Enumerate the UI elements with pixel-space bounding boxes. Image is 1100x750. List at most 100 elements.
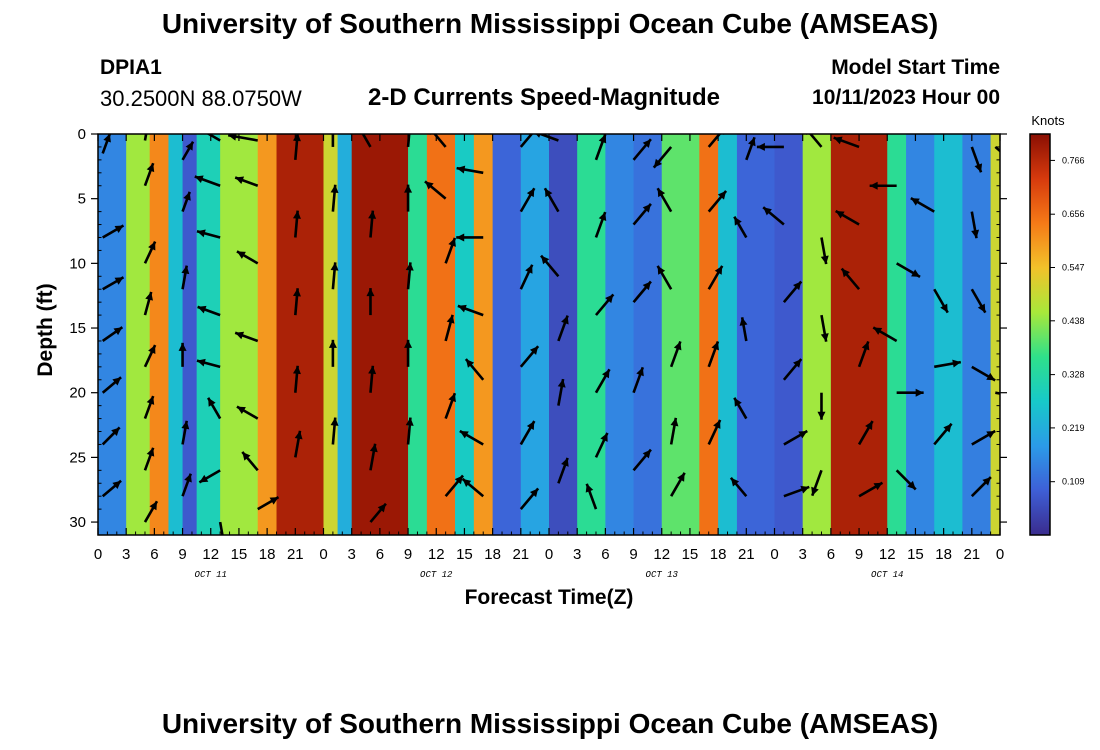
current-vector-90	[632, 366, 645, 394]
current-vector-7	[143, 114, 152, 141]
current-vector-52	[406, 134, 411, 148]
current-vector-91	[632, 448, 652, 472]
vector-shaft	[808, 134, 823, 148]
vector-shaft	[361, 134, 372, 148]
vector-head	[405, 262, 414, 271]
vector-head	[739, 317, 748, 326]
day-label: OCT 11	[195, 570, 227, 580]
current-vector-89	[632, 280, 652, 303]
speed-band-30	[906, 134, 935, 535]
current-vector-77	[540, 254, 560, 278]
vector-head	[793, 359, 802, 368]
speed-band-14	[455, 134, 475, 535]
x-tick-label: 0	[996, 546, 1004, 563]
vector-head	[368, 210, 377, 219]
speed-band-15	[473, 134, 494, 535]
vector-head	[841, 268, 850, 278]
vector-head	[711, 341, 719, 351]
current-vector-13	[143, 447, 155, 471]
current-vector-62	[444, 474, 464, 498]
vector-head	[598, 212, 607, 221]
x-tick-label: 15	[456, 546, 473, 563]
vector-head	[369, 443, 378, 453]
colorbar	[1029, 133, 1051, 536]
vector-head	[366, 288, 375, 297]
vector-head	[557, 379, 566, 388]
vector-head	[526, 188, 535, 198]
current-vector-15	[181, 141, 195, 161]
current-vector-80	[557, 457, 569, 484]
current-vector-74	[519, 487, 540, 510]
current-vector-17	[181, 265, 190, 290]
speed-band-7	[257, 134, 278, 535]
vector-head	[194, 175, 204, 184]
speed-band-33	[990, 134, 1000, 535]
vector-head	[405, 417, 414, 426]
current-vector-8	[143, 162, 155, 187]
current-vector-118	[811, 469, 823, 497]
vector-head	[144, 114, 152, 123]
x-tick-label: 6	[827, 546, 835, 563]
vector-head	[148, 345, 156, 355]
x-tick-label: 21	[287, 546, 304, 563]
speed-band-26	[774, 134, 804, 535]
vector-head	[328, 339, 337, 348]
current-vector-63	[456, 165, 484, 175]
current-vector-111	[782, 358, 803, 381]
colorbar-unit: Knots	[1031, 113, 1065, 128]
vector-head	[112, 377, 122, 386]
x-tick-label: 9	[178, 546, 186, 563]
vector-head	[910, 198, 920, 206]
vector-head	[292, 210, 301, 219]
current-vector-78	[557, 315, 569, 342]
vector-head	[986, 430, 996, 439]
speed-band-23	[699, 134, 719, 535]
speed-band-20	[605, 134, 635, 535]
y-tick-label: 0	[78, 126, 86, 143]
vector-head	[977, 303, 986, 313]
current-vector-40	[294, 430, 303, 458]
vector-head	[196, 358, 206, 367]
current-vector-83	[594, 293, 615, 316]
vector-head	[642, 449, 651, 459]
current-vector-116	[820, 314, 829, 342]
vector-head	[756, 142, 765, 151]
current-vector-6	[101, 479, 122, 498]
speed-band-1	[126, 134, 151, 535]
current-vector-96	[669, 417, 679, 445]
vector-head	[197, 305, 207, 314]
current-vector-0	[101, 134, 112, 154]
vector-shaft	[433, 134, 447, 148]
axes: 0 3 6 9 12 15 18 21 0 3 6 9 12 15 18 21 0 3 6 9 12 15 18 21 0 3 6 9…	[69, 126, 1007, 580]
vector-head	[1003, 152, 1012, 160]
speed-band-10	[337, 134, 353, 535]
y-tick-label: 25	[69, 449, 86, 466]
vector-head	[112, 480, 122, 489]
vector-shaft	[519, 134, 534, 148]
current-vector-128	[896, 388, 924, 397]
footer-title: University of Southern Mississippi Ocean…	[161, 708, 939, 739]
current-vector-2	[102, 276, 125, 291]
vector-head	[657, 265, 666, 275]
x-tick-label: 18	[259, 546, 276, 563]
vector-head	[800, 485, 810, 494]
current-vector-131	[933, 288, 949, 314]
current-vector-39	[292, 365, 301, 393]
vector-shaft	[994, 145, 1000, 153]
vector-head	[763, 207, 772, 216]
vector-head	[178, 342, 187, 351]
x-tick-label: 15	[907, 546, 924, 563]
current-vector-122	[857, 341, 870, 368]
vector-head	[149, 501, 157, 511]
speed-band-18	[549, 134, 578, 535]
current-vector-10	[143, 291, 153, 316]
vector-head	[974, 163, 983, 173]
current-vector-32	[234, 331, 259, 343]
vector-shaft	[536, 134, 559, 142]
current-vector-135	[970, 211, 980, 239]
vector-head	[835, 211, 845, 219]
current-vector-43	[330, 262, 339, 290]
current-vector-55	[404, 339, 413, 367]
y-tick-label: 5	[78, 191, 86, 208]
current-vector-4	[101, 376, 122, 394]
